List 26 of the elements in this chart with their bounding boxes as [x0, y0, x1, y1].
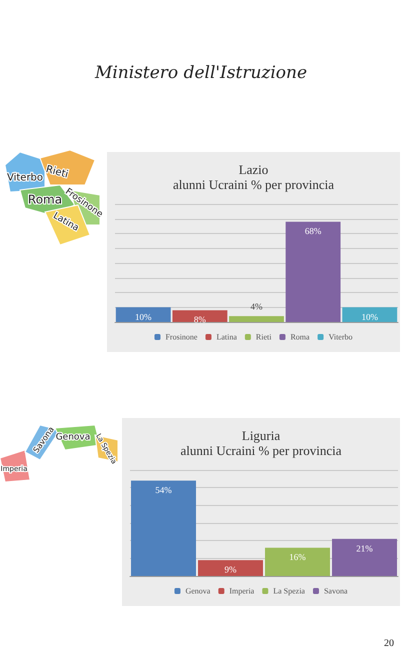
data-label: 10%	[361, 312, 378, 322]
data-label: 10%	[135, 312, 152, 322]
legend-label: Roma	[290, 332, 310, 342]
text: 20	[384, 638, 394, 649]
text: Roma	[28, 192, 62, 206]
chart-title: Lazio	[238, 162, 268, 177]
data-label: 68%	[304, 226, 322, 236]
data-label: 4%	[250, 302, 263, 312]
chart-subtitle: alunni Ucraini % per provincia	[180, 443, 342, 458]
legend-label: Genova	[185, 586, 211, 596]
text: Rieti	[44, 164, 70, 180]
legend-label: Imperia	[229, 586, 255, 596]
data-label: 16%	[289, 552, 306, 562]
legend-label: Latina	[216, 332, 238, 342]
data-label: 9%	[224, 564, 237, 575]
legend-label: Viterbo	[328, 332, 353, 342]
legend-label: Rieti	[256, 332, 272, 342]
legend-label: Frosinone	[165, 332, 198, 342]
data-label: 54%	[155, 485, 172, 496]
legend-label: La Spezia	[273, 586, 306, 596]
text: Ministero dell'Istruzione	[94, 63, 308, 83]
data-label: 21%	[356, 543, 374, 554]
data-label: 8%	[194, 314, 206, 325]
chart-subtitle: alunni Ucraini % per provincia	[173, 177, 334, 192]
chart-title: Liguria	[242, 428, 280, 443]
legend-label: Savona	[324, 586, 348, 596]
